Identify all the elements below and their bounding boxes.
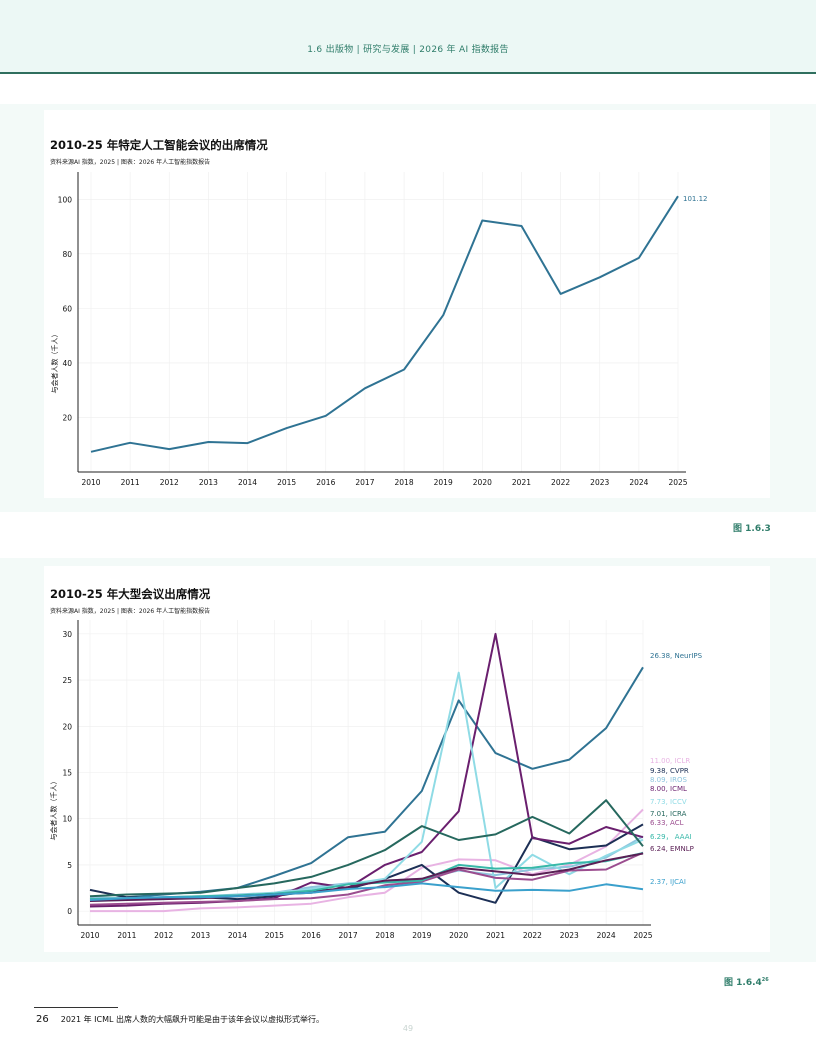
chart-card-1: 2010-25 年特定人工智能会议的出席情况 资料来源AI 指数，2025 | … — [44, 110, 770, 498]
figure-label-2: 图 1.6.426 — [724, 975, 769, 988]
chart-source: 资料来源AI 指数，2025 | 图表：2026 年人工智能指数报告 — [50, 608, 211, 615]
footnote-divider — [34, 1007, 118, 1008]
figure-label-text: 图 1.6.4 — [724, 978, 762, 988]
page-header: 1.6 出版物 | 研究与发展 | 2026 年 AI 指数报告 — [0, 0, 816, 74]
chart-title: 2010-25 年特定人工智能会议的出席情况 — [50, 138, 268, 152]
chart-title: 2010-25 年大型会议出席情况 — [50, 587, 211, 601]
footnote-number: 26 — [36, 1014, 49, 1025]
page-number: 49 — [402, 1024, 414, 1033]
figure-label-1: 图 1.6.3 — [733, 524, 771, 534]
header-breadcrumb: 1.6 出版物 | 研究与发展 | 2026 年 AI 指数报告 — [307, 45, 509, 55]
figure-label-footnote-ref: 26 — [761, 977, 769, 983]
chart-card-2: 2010-25 年大型会议出席情况 资料来源AI 指数，2025 | 图表：20… — [44, 566, 770, 952]
footnote-text: 2021 年 ICML 出席人数的大幅飙升可能是由于该年会议以虚拟形式举行。 — [60, 1015, 325, 1024]
chart-source: 资料来源AI 指数，2025 | 图表：2026 年人工智能指数报告 — [50, 159, 211, 166]
footnote: 26 2021 年 ICML 出席人数的大幅飙升可能是由于该年会议以虚拟形式举行。 — [36, 1014, 324, 1025]
